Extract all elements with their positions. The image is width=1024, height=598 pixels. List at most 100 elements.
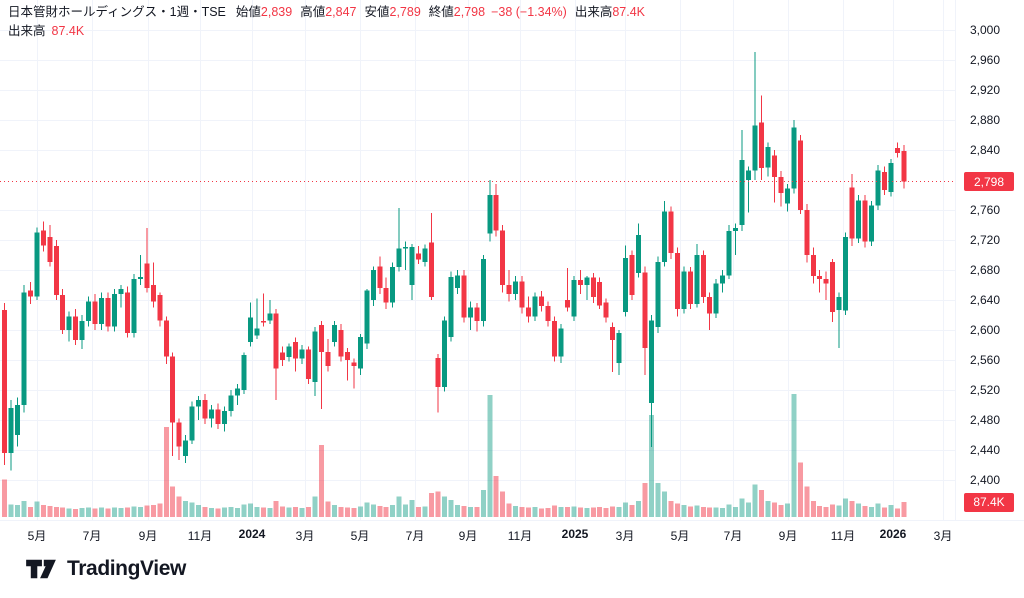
candle (234, 384, 240, 405)
candle (40, 221, 46, 252)
volume-bar (40, 505, 46, 517)
volume-bar (519, 506, 525, 517)
candle (241, 352, 247, 394)
candle (260, 293, 266, 327)
candle (584, 276, 590, 300)
volume-bar (590, 507, 596, 517)
last-volume-badge: 87.4K (964, 492, 1014, 512)
candle (532, 292, 538, 321)
volume-bar (830, 504, 836, 517)
volume-bar (234, 508, 240, 517)
candle (551, 316, 557, 362)
volume-bar (629, 505, 635, 517)
candle (27, 282, 33, 304)
volume-bar (325, 501, 331, 517)
volume-bar (778, 505, 784, 517)
time-axis[interactable]: 5月 7月 9月 11月 2024 3月 5月 7月 9月 11月 2025 3月 5月 7月 9月 11月 2… (0, 520, 1024, 548)
candle (409, 243, 415, 300)
candle (377, 256, 383, 294)
candle (830, 258, 836, 322)
candle (254, 298, 260, 339)
candle (92, 294, 98, 330)
candle (655, 256, 661, 333)
volume-bar (526, 507, 532, 517)
time-axis-label: 7月 (82, 529, 102, 543)
volume-bar (681, 505, 687, 517)
candle (157, 292, 163, 327)
candle (47, 225, 53, 267)
volume-bar (137, 506, 143, 517)
volume-bar (551, 505, 557, 517)
price-tick-label: 2,480 (970, 413, 1001, 427)
candle (726, 225, 732, 279)
candle (746, 166, 752, 213)
volume-bar (901, 502, 907, 517)
volume-bar (733, 506, 739, 517)
volume-bar (739, 498, 745, 517)
volume-bar (894, 508, 900, 517)
candle (758, 95, 764, 180)
volume-bar (338, 506, 344, 517)
volume-bar (53, 506, 59, 517)
candle (189, 401, 195, 444)
price-tick-label: 2,440 (970, 443, 1001, 457)
volume-bar (487, 395, 493, 517)
candle (610, 322, 616, 372)
high-value: 2,847 (325, 5, 357, 19)
candle (668, 206, 674, 259)
volume-bar (571, 506, 577, 517)
volume-bar (862, 505, 868, 517)
volume-bar (493, 476, 499, 517)
candle (79, 315, 85, 349)
price-tick-label: 3,000 (970, 23, 1001, 37)
candle (390, 262, 396, 308)
time-axis-label: 7月 (723, 529, 743, 543)
volume-bar (189, 502, 195, 517)
candle (636, 223, 642, 278)
volume-bar (170, 486, 176, 517)
volume-bar (746, 502, 752, 517)
time-axis-label: 3月 (295, 529, 315, 543)
candle (34, 227, 40, 300)
candle (894, 142, 900, 158)
candle (435, 354, 441, 413)
price-axis[interactable]: 2,798 87.4K 3,000 2,960 2,920 2,880 2,840 2,7… (955, 0, 1024, 520)
candle (331, 321, 337, 347)
price-tick-label: 2,600 (970, 323, 1001, 337)
candle (616, 330, 622, 375)
candle (720, 270, 726, 293)
volume-bar (293, 507, 299, 517)
candle (558, 324, 564, 363)
candle (209, 405, 215, 428)
time-axis-label: 11月 (507, 529, 533, 543)
volume-bar (726, 504, 732, 517)
volume-bar (273, 500, 279, 517)
candle (176, 418, 182, 460)
volume-bar (817, 505, 823, 517)
candle (124, 286, 130, 338)
tradingview-logo[interactable]: TradingView (24, 556, 186, 582)
candle (351, 358, 357, 389)
volume-bar (396, 496, 402, 517)
volume-bar (856, 503, 862, 517)
volume-bar (461, 505, 467, 517)
candle (707, 292, 713, 330)
volume-bar (532, 507, 538, 517)
price-chart-pane[interactable]: 日本管財ホールディングス・1週・TSE 始値 2,839 高値 2,847 安値 2,… (0, 0, 955, 520)
candle (836, 292, 842, 348)
volume-bar (422, 506, 428, 517)
candle (299, 345, 305, 364)
candle (629, 250, 635, 300)
price-tick-label: 2,560 (970, 353, 1001, 367)
last-price-badge: 2,798 (964, 172, 1014, 191)
candle (888, 159, 894, 197)
volume-bar (429, 493, 435, 517)
high-label: 高値 (300, 5, 326, 19)
candle (137, 255, 143, 285)
candle (687, 267, 693, 309)
symbol-title[interactable]: 日本管財ホールディングス・1週・TSE (8, 5, 226, 19)
volume-bar (267, 508, 273, 517)
volume-bar (448, 500, 454, 517)
candle (733, 223, 739, 255)
candle (506, 270, 512, 302)
